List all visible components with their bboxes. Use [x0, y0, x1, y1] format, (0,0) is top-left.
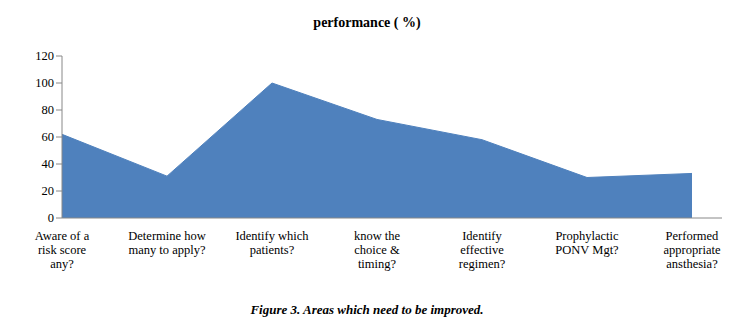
svg-text:120: 120 [35, 49, 54, 63]
svg-text:Determine howmany to apply?: Determine howmany to apply? [128, 229, 206, 257]
svg-text:80: 80 [42, 103, 55, 117]
svg-text:know thechoice &timing?: know thechoice &timing? [354, 229, 401, 271]
svg-text:20: 20 [42, 184, 55, 198]
svg-text:100: 100 [35, 76, 54, 90]
svg-text:60: 60 [42, 130, 55, 144]
svg-text:Aware of arisk scoreany?: Aware of arisk scoreany? [35, 229, 90, 271]
svg-text:40: 40 [42, 157, 55, 171]
html-text:performance ( %): performance ( %) [313, 15, 421, 30]
svg-text:0: 0 [48, 211, 54, 225]
svg-text:ProphylacticPONV Mgt?: ProphylacticPONV Mgt? [555, 229, 619, 257]
svg-text:Identifyeffectiveregimen?: Identifyeffectiveregimen? [459, 229, 506, 271]
svg-text:Identify whichpatients?: Identify whichpatients? [235, 229, 309, 257]
svg-text:Performedappropriateansthesia?: Performedappropriateansthesia? [664, 229, 721, 271]
html-text:Figure 3. Areas which need to: Figure 3. Areas which need to be improve… [250, 302, 484, 317]
